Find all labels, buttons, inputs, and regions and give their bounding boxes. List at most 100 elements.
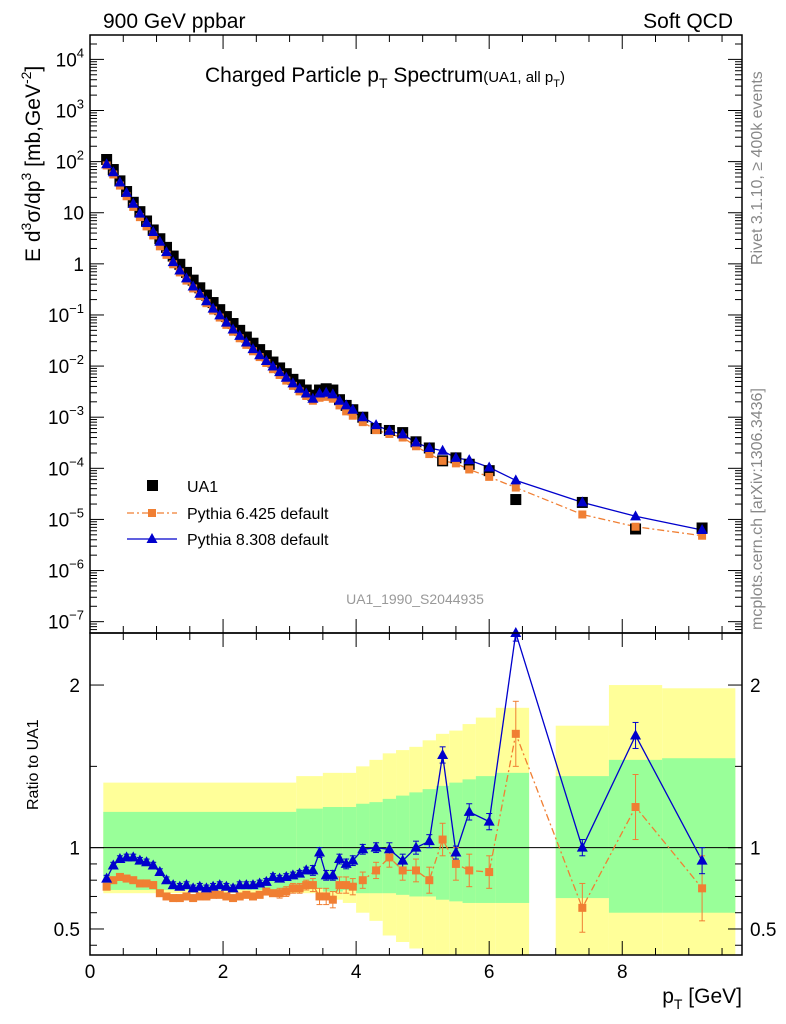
pythia6-ratio-point — [465, 866, 474, 875]
pythia6-ratio-point — [262, 887, 271, 896]
pythia8-point — [101, 158, 113, 169]
pythia8-point — [134, 207, 146, 218]
pythia6-ratio-point — [162, 892, 171, 901]
pythia6-ratio-point — [328, 895, 337, 904]
pythia6-ratio-point — [229, 894, 238, 903]
pythia6-point — [698, 531, 707, 540]
pythia8-point — [240, 336, 252, 347]
pythia8-ratio-point — [370, 841, 382, 852]
x-tick-label: 0 — [85, 962, 96, 983]
pythia8-point — [630, 510, 642, 521]
pythia6-point — [485, 472, 494, 481]
x-tick-label: 4 — [351, 962, 362, 983]
pythia8-point — [397, 428, 409, 439]
pythia6-point — [511, 483, 520, 492]
pythia6-ratio-point — [485, 868, 494, 877]
ua1-point — [187, 274, 199, 286]
pythia8-point — [280, 371, 292, 382]
pythia8-ratio-point — [307, 864, 319, 875]
pythia8-point — [410, 436, 422, 447]
pythia6-line — [106, 165, 703, 537]
pythia8-point — [247, 343, 259, 354]
pythia8-point — [450, 451, 462, 462]
pythia8-point — [696, 524, 708, 535]
ua1-point — [463, 458, 475, 470]
legend-label-pythia8: Pythia 8.308 default — [187, 532, 329, 549]
pythia6-ratio-point — [155, 889, 164, 898]
main-y-tick-label: 10−1 — [48, 301, 84, 327]
pythia6-ratio-point — [189, 894, 198, 903]
pythia6-ratio-point — [235, 892, 244, 901]
pythia8-point — [107, 166, 119, 177]
pythia8-point — [187, 280, 199, 291]
pythia6-ratio-point — [129, 876, 138, 885]
pythia8-ratio-point — [127, 851, 139, 862]
pythia6-point — [372, 426, 381, 435]
pythia6-ratio-point — [342, 881, 351, 890]
legend-label-pythia6: Pythia 6.425 default — [187, 506, 329, 523]
pythia8-ratio-point — [450, 846, 462, 857]
pythia6-point — [578, 510, 587, 519]
pythia8-ratio-point — [161, 874, 173, 885]
ua1-uncertainty-inner — [342, 807, 357, 890]
pythia8-point — [200, 295, 212, 306]
pythia6-ratio-point — [398, 866, 407, 875]
plot-title: Charged Particle pT Spectrum(UA1, all pT… — [205, 64, 565, 91]
pythia8-point — [340, 399, 352, 410]
pythia6-ratio-point — [322, 892, 331, 901]
pythia8-ratio-point — [180, 879, 192, 890]
pythia6-point — [342, 407, 351, 416]
pythia6-ratio-point — [215, 890, 224, 899]
main-y-tick-label: 104 — [56, 45, 84, 71]
ratio-y-tick-label: 2 — [69, 676, 80, 697]
pythia6-ratio-point — [115, 872, 124, 881]
pythia6-point — [465, 465, 474, 474]
pythia8-point — [154, 235, 166, 246]
x-tick-label: 8 — [617, 962, 628, 983]
pythia8-point — [161, 246, 173, 257]
pythia8-ratio-point — [510, 627, 522, 637]
pythia8-point — [167, 256, 179, 267]
main-y-tick-label: 10−2 — [48, 352, 84, 378]
pythia8-ratio-point — [227, 882, 239, 893]
pythia6-ratio-point — [249, 892, 257, 901]
pythia6-ratio-point — [288, 884, 297, 893]
pythia6-ratio-point — [348, 882, 357, 891]
pythia6-ratio-point — [255, 890, 264, 899]
pythia6-ratio-point — [242, 890, 251, 899]
pythia8-ratio-point — [397, 854, 409, 865]
pythia8-point — [307, 392, 319, 403]
pythia6-point — [335, 401, 344, 410]
pythia6-ratio-point — [275, 889, 284, 898]
pythia6-ratio-point — [335, 881, 344, 890]
main-y-tick-label: 102 — [56, 148, 84, 174]
pythia6-point — [315, 393, 324, 402]
ratio-y-label: Ratio to UA1 — [25, 719, 42, 810]
pythia8-point — [121, 186, 133, 197]
legend-marker-ua1 — [147, 480, 158, 491]
main-y-tick-label: 10−4 — [48, 454, 84, 480]
pythia8-ratio-point — [214, 879, 226, 890]
pythia8-point — [227, 323, 239, 334]
pythia8-point — [347, 403, 359, 414]
ratio-y-tick-label-right: 2 — [750, 676, 761, 697]
pythia6-point — [358, 418, 367, 427]
pythia8-point — [327, 388, 339, 399]
pythia8-ratio-point — [347, 854, 359, 865]
pythia8-point — [287, 377, 299, 388]
pythia8-ratio-point — [220, 880, 232, 891]
pythia8-point — [300, 387, 312, 398]
pythia8-ratio-point — [463, 805, 475, 816]
ratio-axis-ticks: 0.5 0.5 1 1 2 2 0 2 4 6 8 — [54, 633, 776, 983]
legend: UA1 Pythia 6.425 default Pythia 8.308 de… — [127, 479, 329, 549]
main-y-tick-label: 10−7 — [48, 608, 84, 634]
pythia6-ratio-point — [268, 889, 277, 898]
pythia6-ratio-point — [149, 881, 158, 890]
pythia6-ratio-point — [295, 884, 304, 893]
ratio-y-tick-label: 1 — [69, 839, 80, 860]
pythia6-ratio-point — [182, 892, 191, 901]
pythia6-ratio-point — [412, 866, 420, 875]
pythia8-point — [114, 176, 126, 187]
pythia8-line — [106, 163, 703, 531]
pythia8-point — [483, 461, 495, 472]
